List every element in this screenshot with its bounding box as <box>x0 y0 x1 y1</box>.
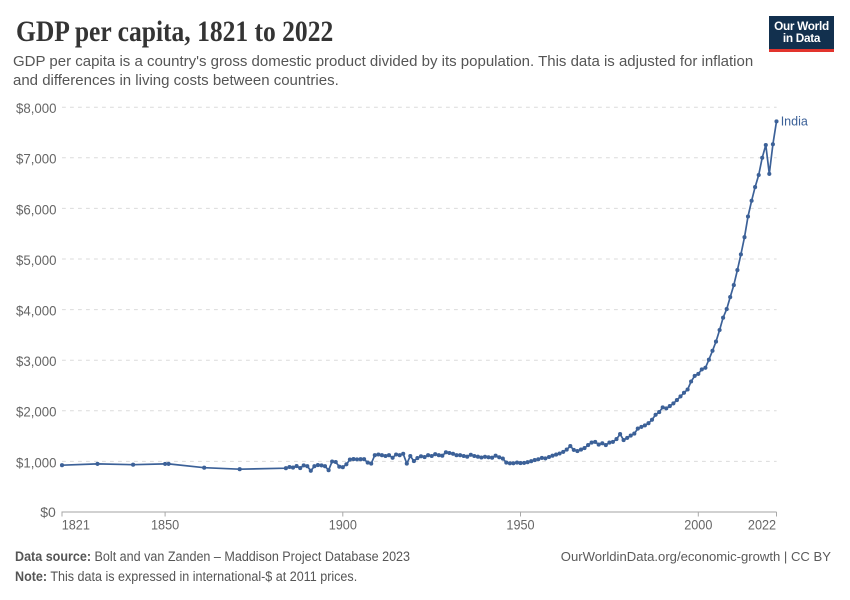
svg-text:$4,000: $4,000 <box>16 303 57 319</box>
svg-text:2000: 2000 <box>684 518 712 533</box>
svg-text:$3,000: $3,000 <box>16 353 57 369</box>
svg-text:1821: 1821 <box>62 518 90 533</box>
svg-text:$5,000: $5,000 <box>16 252 57 268</box>
svg-text:$8,000: $8,000 <box>16 100 57 116</box>
svg-text:$6,000: $6,000 <box>16 201 57 217</box>
svg-text:2022: 2022 <box>748 518 776 533</box>
svg-text:$0: $0 <box>40 504 56 520</box>
svg-text:$7,000: $7,000 <box>16 151 57 167</box>
svg-text:1950: 1950 <box>506 518 534 533</box>
svg-text:1900: 1900 <box>329 518 357 533</box>
svg-text:1850: 1850 <box>151 518 179 533</box>
svg-text:India: India <box>781 115 808 129</box>
svg-text:$1,000: $1,000 <box>16 454 57 470</box>
svg-text:$2,000: $2,000 <box>16 404 57 420</box>
